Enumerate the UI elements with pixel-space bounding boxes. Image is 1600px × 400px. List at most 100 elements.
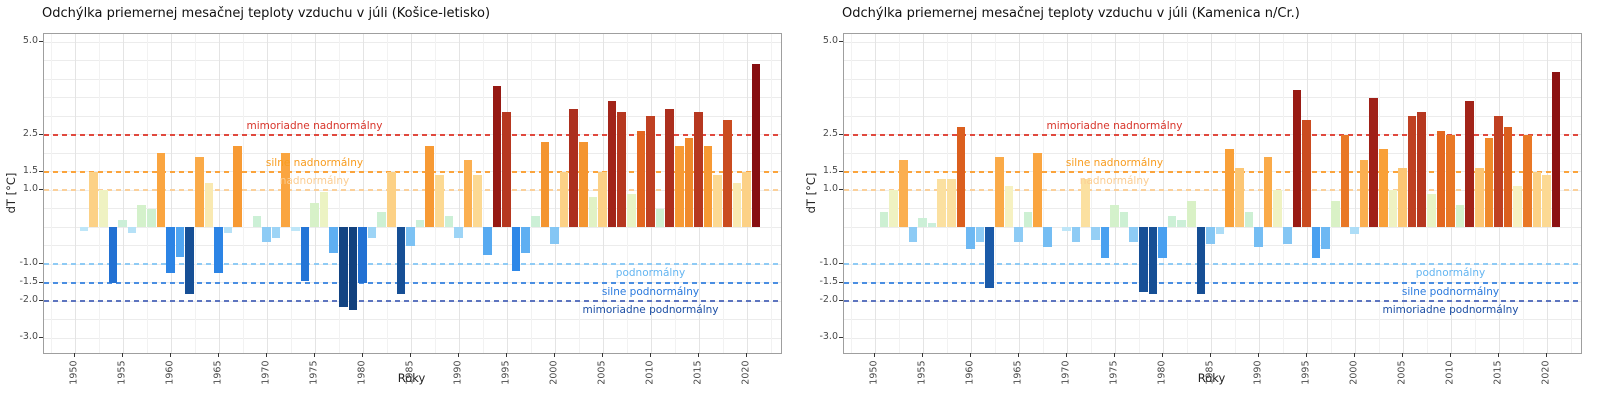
x-tick-mark <box>1113 353 1115 357</box>
y-tick-mark <box>39 281 43 283</box>
bar-1968 <box>1042 227 1052 248</box>
x-tick-label: 1990 <box>1252 360 1263 385</box>
bar-2012 <box>665 108 675 227</box>
y-tick-mark <box>39 170 43 172</box>
threshold-line <box>44 170 781 173</box>
x-tick-label: 1985 <box>404 360 415 385</box>
bar-2003 <box>1378 149 1388 227</box>
bar-2010 <box>1446 134 1455 227</box>
bar-2016 <box>703 145 713 227</box>
bar-1952 <box>89 171 99 227</box>
bar-2007 <box>1417 112 1427 227</box>
gridline-minor <box>770 34 772 353</box>
bar-1959 <box>956 127 966 227</box>
bar-2005 <box>598 171 607 227</box>
bar-2017 <box>1513 186 1523 227</box>
x-tick-label: 1975 <box>308 360 319 385</box>
bar-1982 <box>1177 219 1187 227</box>
gridline-major <box>1066 34 1068 353</box>
bar-2009 <box>1436 130 1446 227</box>
gridline-horizontal <box>844 60 1581 61</box>
x-tick-mark <box>1305 353 1307 357</box>
bar-1984 <box>396 227 406 294</box>
bar-1993 <box>1282 227 1292 244</box>
gridline-major <box>218 34 220 353</box>
bar-1981 <box>1167 215 1177 227</box>
threshold-line <box>844 281 1581 284</box>
bar-1970 <box>262 227 271 242</box>
threshold-label: silne nadnormálny <box>1065 156 1164 169</box>
chart-kosice-letisko: Odchýlka priemernej mesačnej teploty vzd… <box>4 6 782 385</box>
bar-1966 <box>1023 212 1033 227</box>
x-tick-label: 1980 <box>1156 360 1167 385</box>
bar-2018 <box>722 119 732 227</box>
bar-1970 <box>1062 227 1071 231</box>
threshold-label: silne nadnormálny <box>265 156 364 169</box>
bar-1964 <box>1004 186 1014 227</box>
threshold-label: silne podnormálny <box>1401 285 1500 298</box>
bar-1959 <box>156 153 166 227</box>
bar-1976 <box>1119 212 1129 227</box>
x-tick-label: 1950 <box>868 360 879 385</box>
gridline-major <box>922 34 924 353</box>
bar-1967 <box>233 145 243 227</box>
bar-1985 <box>406 227 415 246</box>
x-tick-mark <box>73 353 75 357</box>
x-tick-label: 1955 <box>116 360 127 385</box>
y-tick-mark <box>839 281 843 283</box>
y-tick-mark <box>39 133 43 135</box>
bar-1958 <box>146 208 156 227</box>
y-tick-label: 5.0 <box>822 35 838 46</box>
chart-kamenica: Odchýlka priemernej mesačnej teploty vzd… <box>800 0 1600 400</box>
gridline-minor <box>50 34 52 353</box>
bar-2000 <box>550 227 559 244</box>
bar-1978 <box>1138 227 1148 292</box>
bar-2010 <box>646 116 655 227</box>
y-tick-mark <box>39 263 43 264</box>
bar-2011 <box>655 208 665 227</box>
gridline-horizontal <box>844 115 1581 117</box>
x-tick-label: 1995 <box>1300 360 1311 385</box>
bar-1972 <box>1081 178 1091 227</box>
x-tick-mark <box>697 353 699 357</box>
bar-1987 <box>425 145 435 227</box>
bar-1974 <box>300 227 310 281</box>
threshold-line <box>844 189 1581 191</box>
bar-1977 <box>329 227 339 253</box>
bar-1953 <box>898 160 908 227</box>
x-tick-label: 1970 <box>260 360 271 385</box>
bar-2017 <box>713 175 723 227</box>
x-tick-label: 2020 <box>740 360 751 385</box>
bar-1980 <box>1158 227 1167 259</box>
bar-1960 <box>166 227 175 274</box>
bar-1962 <box>185 227 195 294</box>
bar-1973 <box>290 227 300 231</box>
bar-1991 <box>1263 156 1273 227</box>
chart-title: Odchýlka priemernej mesačnej teploty vzd… <box>42 6 491 21</box>
bar-1980 <box>358 227 367 283</box>
x-tick-mark <box>969 353 971 357</box>
gridline-minor <box>1138 34 1140 353</box>
y-tick-mark <box>39 337 43 338</box>
plot-panel: mimoriadne nadnormálny silne nadnormálny n… <box>43 33 782 354</box>
bar-1953 <box>98 190 108 227</box>
gridline-minor <box>1042 34 1044 353</box>
bar-1954 <box>108 227 118 283</box>
bar-1999 <box>1340 134 1350 227</box>
x-tick-label: 2000 <box>548 360 559 385</box>
gridline-major <box>1258 34 1260 353</box>
bar-2021 <box>1551 71 1561 227</box>
gridline-major <box>554 34 556 353</box>
bar-1991 <box>463 160 473 227</box>
gridline-major <box>970 34 972 353</box>
bar-1967 <box>1033 153 1043 227</box>
x-tick-mark <box>1545 353 1547 357</box>
bar-1984 <box>1196 227 1206 294</box>
y-tick-mark <box>39 300 43 301</box>
gridline-minor <box>1570 34 1572 353</box>
bar-2003 <box>578 141 588 227</box>
bar-1994 <box>1292 90 1302 227</box>
bar-2000 <box>1350 227 1359 235</box>
y-tick-label: 1.0 <box>822 183 838 194</box>
bar-2001 <box>1359 160 1369 227</box>
